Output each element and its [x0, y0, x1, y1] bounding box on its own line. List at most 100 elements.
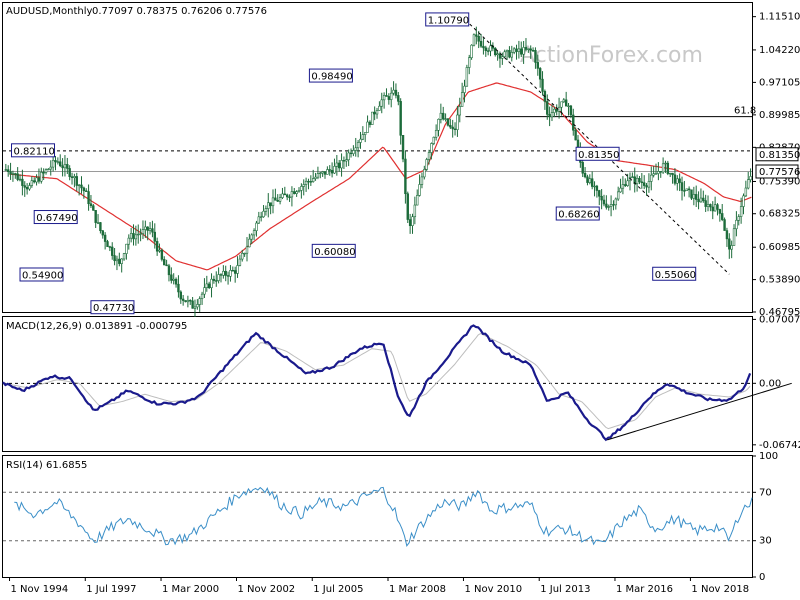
candle-body: [47, 168, 50, 171]
candle-body: [163, 259, 166, 266]
candle-body: [167, 265, 171, 276]
candle-body: [371, 111, 374, 125]
candle-body: [108, 246, 112, 248]
candle-body: [531, 49, 535, 52]
price-label: 0.60080: [314, 247, 355, 258]
candle-body: [460, 92, 464, 107]
candle-body: [33, 180, 36, 183]
candle-body: [151, 228, 154, 233]
candle-body: [598, 190, 601, 197]
candle-body: [120, 258, 123, 264]
candle-body: [626, 180, 629, 186]
candle-body: [505, 50, 509, 53]
candle-body: [408, 219, 412, 227]
candle-body: [113, 255, 116, 262]
candle-body: [550, 112, 554, 118]
candle-body: [541, 78, 544, 92]
candle-body: [479, 40, 483, 47]
candle-body: [226, 275, 230, 277]
candle-body: [666, 162, 670, 174]
candle-body: [271, 197, 275, 207]
price-axis-box-label: 0.81350: [759, 150, 800, 161]
candle-body: [725, 230, 729, 240]
candle-body: [177, 283, 180, 293]
price-label: 0.54900: [22, 270, 63, 281]
candle-body: [394, 89, 398, 96]
candle-body: [210, 278, 213, 289]
candle-body: [446, 118, 450, 126]
candle-body: [687, 188, 691, 191]
candle-body: [196, 304, 199, 308]
candle-body: [624, 184, 627, 186]
candle-body: [368, 121, 372, 125]
candle-body: [590, 178, 594, 187]
candle-body: [217, 274, 220, 281]
candle-body: [406, 193, 409, 220]
candle-body: [170, 274, 173, 281]
candle-body: [127, 237, 130, 245]
price-axis-box: [755, 164, 799, 179]
candle-body: [18, 178, 22, 181]
price-label-box: [308, 68, 353, 83]
price-label-box: [652, 266, 697, 281]
x-tick-label: 1 Jul 1997: [86, 584, 136, 595]
price-y-tick-label: 0.53890: [759, 275, 800, 286]
candle-body: [375, 110, 379, 115]
candle-body: [198, 298, 201, 305]
candle-body: [229, 270, 232, 277]
candle-body: [144, 226, 147, 230]
candle-body: [716, 204, 719, 210]
candle-body: [236, 265, 239, 274]
candle-body: [489, 45, 492, 52]
candle-body: [361, 134, 365, 140]
candle-body: [690, 189, 693, 199]
candle-body: [382, 95, 386, 101]
candle-body: [609, 204, 613, 207]
candle-body: [205, 283, 208, 288]
candle-body: [631, 176, 634, 178]
candle-body: [652, 173, 655, 176]
candle-body: [718, 209, 722, 214]
candle-body: [430, 143, 433, 153]
candle-body: [472, 34, 476, 46]
x-tick-label: 1 Nov 2010: [464, 584, 522, 595]
candle-body: [304, 180, 308, 185]
candle-body: [359, 138, 362, 143]
candle-body: [278, 197, 282, 202]
candle-body: [562, 99, 566, 103]
candle-body: [7, 169, 10, 172]
macd-title: MACD(12,26,9) 0.013891 -0.000795: [6, 321, 187, 332]
candle-body: [548, 114, 551, 118]
candle-body: [477, 35, 480, 42]
price-label-box: [555, 206, 600, 221]
rsi-title: RSI(14) 61.6855: [6, 460, 87, 471]
candle-body: [650, 174, 653, 182]
candle-body: [621, 184, 625, 189]
candle-body: [564, 99, 568, 107]
candle-body: [657, 171, 660, 174]
candle-body: [586, 176, 589, 183]
candle-body: [659, 171, 662, 173]
price-y-tick-label: 0.97105: [759, 77, 800, 88]
candle-body: [614, 198, 618, 206]
price-y-tick-label: 0.75390: [759, 176, 800, 187]
candle-body: [335, 162, 339, 167]
x-tick-label: 1 Mar 2016: [616, 584, 673, 595]
candle-body: [418, 184, 421, 196]
candle-body: [390, 92, 393, 100]
price-label: 0.55060: [655, 270, 696, 281]
candle-body: [482, 45, 485, 49]
candle-body: [385, 95, 388, 97]
price-panel: 1.115101.042200.971050.899850.828700.753…: [3, 12, 800, 318]
candle-body: [345, 159, 348, 162]
candle-body: [416, 195, 419, 206]
candle-body: [51, 160, 55, 168]
candle-body: [635, 178, 639, 185]
candle-body: [122, 253, 126, 260]
rsi-y-tick-label: 0: [759, 572, 765, 583]
candle-body: [442, 112, 445, 120]
candle-body: [146, 226, 149, 231]
candle-body: [297, 190, 301, 192]
candle-body: [224, 270, 227, 276]
candle-body: [333, 166, 336, 174]
